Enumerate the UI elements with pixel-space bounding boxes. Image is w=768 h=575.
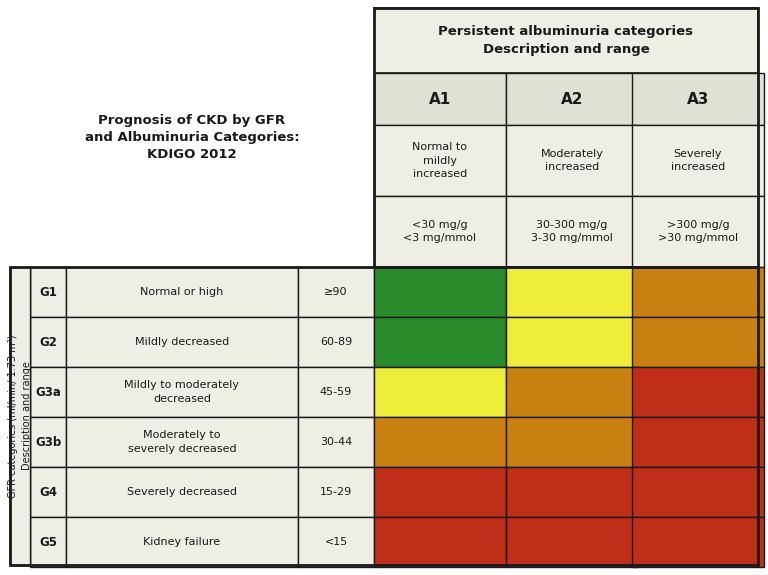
Text: GFR categories (ml/min/ 1.73 m²)
Description and range: GFR categories (ml/min/ 1.73 m²) Descrip… [8, 334, 31, 498]
Text: Persistent albuminuria categories
Description and range: Persistent albuminuria categories Descri… [439, 25, 694, 56]
Bar [506, 517, 638, 567]
Bar [10, 8, 374, 267]
Bar [298, 317, 374, 367]
Bar [30, 267, 66, 317]
Text: Severely decreased: Severely decreased [127, 487, 237, 497]
Bar [298, 467, 374, 517]
Bar [506, 467, 638, 517]
Bar [374, 467, 506, 517]
Bar [632, 267, 764, 317]
Text: >300 mg/g
>30 mg/mmol: >300 mg/g >30 mg/mmol [658, 220, 738, 243]
Bar [632, 467, 764, 517]
Bar [66, 317, 298, 367]
Bar [298, 367, 374, 417]
Bar [632, 73, 764, 125]
Text: G5: G5 [39, 535, 57, 549]
Bar [374, 8, 758, 267]
Bar [10, 267, 758, 565]
Bar [506, 196, 638, 267]
Text: Normal to
mildly
increased: Normal to mildly increased [412, 142, 468, 179]
Bar [632, 196, 764, 267]
Text: <15: <15 [324, 537, 348, 547]
Bar [632, 417, 764, 467]
Text: Prognosis of CKD by GFR
and Albuminuria Categories:
KDIGO 2012: Prognosis of CKD by GFR and Albuminuria … [84, 114, 300, 161]
Bar [506, 317, 638, 367]
Bar [298, 517, 374, 567]
Bar [506, 367, 638, 417]
Bar [506, 73, 638, 125]
Bar [298, 417, 374, 467]
Bar [30, 517, 66, 567]
Text: G3a: G3a [35, 385, 61, 398]
Text: ≥90: ≥90 [324, 287, 348, 297]
Text: G4: G4 [39, 485, 57, 499]
Text: Moderately to
severely decreased: Moderately to severely decreased [127, 431, 237, 454]
Bar [374, 125, 506, 196]
Text: Normal or high: Normal or high [141, 287, 223, 297]
Bar [298, 267, 374, 317]
Bar [374, 367, 506, 417]
Text: Severely
increased: Severely increased [671, 149, 725, 172]
Bar [374, 73, 506, 125]
Text: Kidney failure: Kidney failure [144, 537, 220, 547]
Text: G2: G2 [39, 335, 57, 348]
Bar [506, 417, 638, 467]
Text: Mildly to moderately
decreased: Mildly to moderately decreased [124, 381, 240, 404]
Text: 30-44: 30-44 [320, 437, 352, 447]
Bar [30, 367, 66, 417]
Bar [374, 196, 506, 267]
Bar [374, 517, 506, 567]
Bar [374, 417, 506, 467]
Bar [30, 417, 66, 467]
Bar [10, 267, 30, 565]
Bar [632, 367, 764, 417]
Bar [30, 317, 66, 367]
Bar [632, 517, 764, 567]
Text: <30 mg/g
<3 mg/mmol: <30 mg/g <3 mg/mmol [403, 220, 477, 243]
Text: 45-59: 45-59 [320, 387, 352, 397]
Text: 15-29: 15-29 [320, 487, 352, 497]
Bar [30, 467, 66, 517]
Text: 30-300 mg/g
3-30 mg/mmol: 30-300 mg/g 3-30 mg/mmol [531, 220, 613, 243]
Text: Mildly decreased: Mildly decreased [135, 337, 229, 347]
Bar [374, 8, 758, 73]
Text: Moderately
increased: Moderately increased [541, 149, 604, 172]
Text: A2: A2 [561, 91, 583, 106]
Text: G1: G1 [39, 286, 57, 298]
Bar [374, 267, 506, 317]
Bar [632, 317, 764, 367]
Bar [506, 267, 638, 317]
Bar [374, 317, 506, 367]
Text: G3b: G3b [35, 435, 61, 448]
Bar [66, 467, 298, 517]
Bar [66, 267, 298, 317]
Text: 60-89: 60-89 [320, 337, 352, 347]
Text: A3: A3 [687, 91, 709, 106]
Bar [10, 267, 30, 565]
Bar [632, 125, 764, 196]
Bar [506, 125, 638, 196]
Bar [66, 517, 298, 567]
Bar [66, 417, 298, 467]
Bar [66, 367, 298, 417]
Text: A1: A1 [429, 91, 451, 106]
